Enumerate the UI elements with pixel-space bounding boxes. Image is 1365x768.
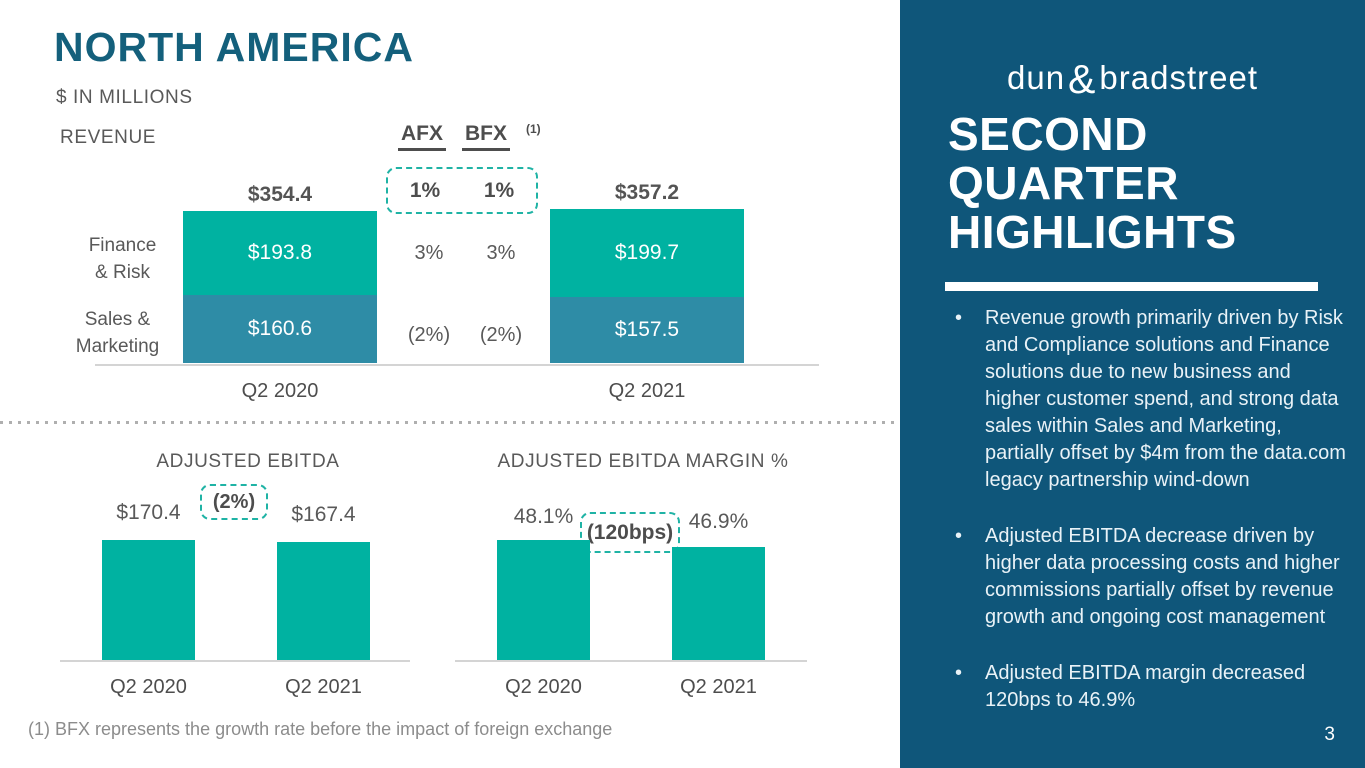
revenue-bar-q2-2020-sales-marketing: $160.6	[183, 295, 377, 363]
ebitda-value-q2-2020: $170.4	[116, 501, 181, 524]
logo-ampersand-icon: &	[1068, 56, 1097, 102]
revenue-x-label-q2-2020: Q2 2020	[241, 380, 319, 402]
panel-heading-line-3: HIGHLIGHTS	[948, 206, 1237, 258]
revenue-x-label-q2-2021: Q2 2021	[608, 380, 686, 402]
margin-change-callout: (120bps)	[580, 512, 680, 553]
revenue-bar-q2-2020-finance-risk: $193.8	[183, 211, 377, 295]
revenue-bar-q2-2021-finance-risk: $199.7	[550, 209, 744, 297]
revenue-chart-title: REVENUE	[60, 127, 157, 148]
ebitda-x-label-q2-2020: Q2 2020	[110, 676, 187, 698]
panel-heading-line-1: SECOND	[948, 108, 1148, 160]
revenue-total-q2-2021: $357.2	[614, 181, 680, 204]
margin-axis-line	[455, 660, 807, 662]
revenue-bar-q2-2021-sales-marketing: $157.5	[550, 297, 744, 363]
bullet-text-revenue: Revenue growth primarily driven by Risk …	[985, 307, 1346, 491]
margin-value-q2-2021: 46.9%	[688, 510, 749, 533]
panel-heading: SECOND QUARTER HIGHLIGHTS	[948, 110, 1237, 257]
margin-x-label-q2-2020: Q2 2020	[505, 676, 582, 698]
page-title: NORTH AMERICA	[54, 24, 414, 70]
units-subtitle: $ IN MILLIONS	[56, 87, 193, 108]
ebitda-x-label-q2-2021: Q2 2021	[285, 676, 362, 698]
ebitda-bar-q2-2020	[102, 540, 195, 661]
revenue-axis-line	[95, 364, 819, 366]
bullet-item-ebitda: • Adjusted EBITDA decrease driven by hig…	[955, 523, 1347, 631]
heading-underline-rule	[945, 282, 1318, 291]
logo-text-bradstreet: bradstreet	[1099, 59, 1258, 96]
logo-text-dun: dun	[1006, 59, 1066, 96]
section-divider	[0, 421, 899, 424]
total-growth-afx: 1%	[409, 178, 441, 202]
revenue-value-q2-2021-finance-risk: $199.7	[614, 241, 680, 264]
bullet-marker: •	[955, 662, 963, 684]
highlights-bullet-list: • Revenue growth primarily driven by Ris…	[955, 305, 1347, 714]
ebitda-change-callout: (2%)	[200, 484, 268, 520]
margin-value-q2-2020: 48.1%	[513, 505, 574, 528]
total-growth-callout: 1% 1%	[386, 167, 538, 214]
bullet-marker: •	[955, 525, 963, 547]
sales-marketing-bfx-growth: (2%)	[479, 324, 523, 346]
margin-x-label-q2-2021: Q2 2021	[680, 676, 757, 698]
footnote: (1) BFX represents the growth rate befor…	[28, 719, 613, 739]
ebitda-value-q2-2021: $167.4	[291, 503, 356, 526]
ebitda-chart-title: ADJUSTED EBITDA	[156, 451, 340, 472]
finance-risk-afx-growth: 3%	[414, 242, 444, 264]
revenue-value-q2-2021-sales-marketing: $157.5	[614, 318, 680, 341]
highlights-panel: dun&bradstreet SECOND QUARTER HIGHLIGHTS…	[900, 0, 1365, 768]
dun-bradstreet-logo: dun&bradstreet	[900, 56, 1365, 103]
bfx-footnote-reference: (1)	[526, 122, 541, 136]
ebitda-bar-q2-2021	[277, 542, 370, 661]
bullet-text-margin: Adjusted EBITDA margin decreased 120bps …	[985, 662, 1306, 711]
revenue-total-q2-2020: $354.4	[247, 183, 313, 206]
margin-bar-q2-2021	[672, 547, 765, 660]
finance-risk-bfx-growth: 3%	[486, 242, 516, 264]
bullet-item-margin: • Adjusted EBITDA margin decreased 120bp…	[955, 660, 1347, 714]
revenue-value-q2-2020-sales-marketing: $160.6	[247, 317, 313, 340]
bfx-column-header: BFX	[462, 122, 510, 151]
finance-risk-row-label: Finance & Risk	[88, 235, 157, 283]
margin-bar-q2-2020	[497, 540, 590, 660]
revenue-value-q2-2020-finance-risk: $193.8	[247, 241, 313, 264]
afx-column-header: AFX	[398, 122, 446, 151]
sales-marketing-row-label: Sales & Marketing	[75, 309, 160, 357]
margin-chart-title: ADJUSTED EBITDA MARGIN %	[497, 451, 789, 472]
growth-column-headers: AFX BFX (1)	[398, 122, 541, 151]
panel-heading-line-2: QUARTER	[948, 157, 1179, 209]
bullet-text-ebitda: Adjusted EBITDA decrease driven by highe…	[985, 525, 1340, 628]
ebitda-axis-line	[60, 660, 410, 662]
total-growth-bfx: 1%	[483, 178, 515, 202]
bullet-marker: •	[955, 307, 963, 329]
sales-marketing-afx-growth: (2%)	[407, 324, 451, 346]
bullet-item-revenue: • Revenue growth primarily driven by Ris…	[955, 305, 1347, 494]
page-number: 3	[1324, 724, 1335, 745]
